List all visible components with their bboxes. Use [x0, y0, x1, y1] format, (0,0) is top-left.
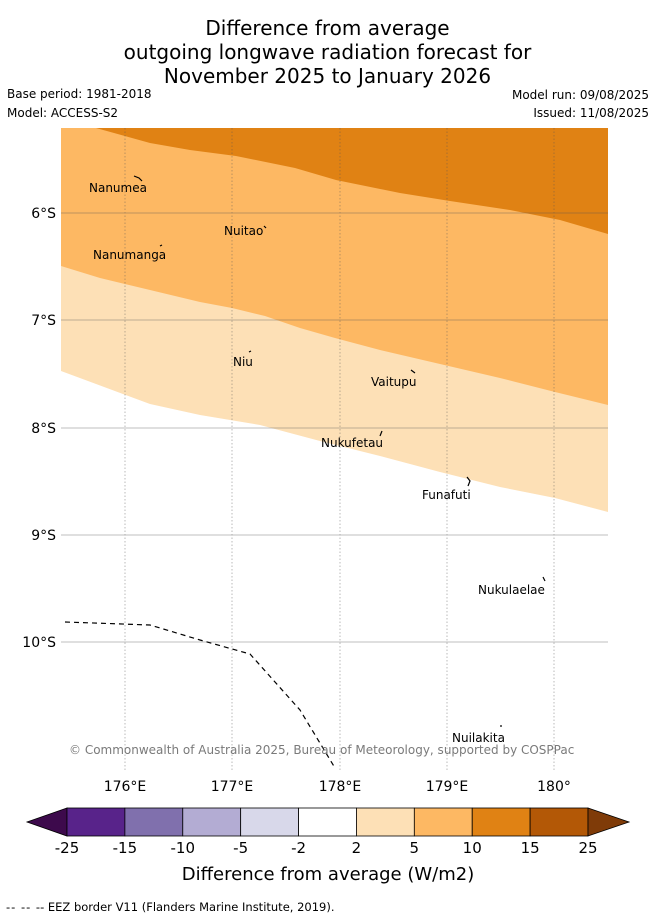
colorbar-swatch	[182, 807, 242, 837]
longitude-tick-labels: 176°E 177°E 178°E 179°E 180°	[104, 779, 571, 795]
colorbar-tick-label: 2	[352, 839, 362, 857]
island-label-nanumea: Nanumea	[89, 181, 147, 195]
island-outlines	[133, 175, 546, 727]
colorbar-tick-label: -2	[291, 839, 306, 857]
map-title: Difference from average outgoing longwav…	[0, 16, 655, 88]
colorbar-swatch	[356, 807, 415, 837]
colorbar-tick-label: 15	[521, 839, 540, 857]
colorbar-swatch	[471, 807, 531, 837]
colorbar-tick-label: 25	[578, 839, 597, 857]
anomaly-band-10-15	[96, 128, 608, 234]
issued-date: Issued: 11/08/2025	[533, 106, 649, 120]
colorbar-swatch	[240, 807, 299, 837]
lon-tick-179e: 179°E	[426, 779, 469, 795]
eez-legend: -- -- -- EEZ border V11 (Flanders Marine…	[6, 900, 335, 914]
model-run: Model run: 09/08/2025	[511, 88, 649, 102]
colorbar-extend-low	[25, 807, 68, 837]
eez-line-sample: -- --	[6, 900, 36, 914]
colorbar-swatch	[413, 807, 473, 837]
title-line-2: outgoing longwave radiation forecast for	[123, 40, 532, 64]
colorbar-tick-label: -5	[233, 839, 248, 857]
colorbar-tick-label: -10	[171, 839, 196, 857]
gridlines	[61, 128, 608, 770]
model-name: Model: ACCESS-S2	[7, 106, 119, 120]
island-label-nanumanga: Nanumanga	[93, 248, 166, 262]
colorbar-tick-label: 5	[410, 839, 420, 857]
eez-legend-text: -- EEZ border V11 (Flanders Marine Insti…	[35, 900, 335, 914]
colorbar-tick-label: -15	[113, 839, 138, 857]
colorbar-tick-label: -25	[55, 839, 80, 857]
colorbar-tick-label: 10	[463, 839, 482, 857]
island-label-nuitao: Nuitao	[224, 224, 263, 238]
island-label-funafuti: Funafuti	[422, 488, 471, 502]
colorbar-swatch	[529, 807, 589, 837]
island-labels: Nanumea Nuitao Nanumanga Niu Vaitupu Nuk…	[89, 181, 545, 745]
lat-tick-6s: 6°S	[31, 206, 56, 222]
colorbar-extend-high	[587, 807, 631, 837]
island-label-niu: Niu	[233, 355, 253, 369]
title-line-3: November 2025 to January 2026	[163, 64, 492, 88]
colorbar-swatch	[124, 807, 184, 837]
lon-tick-178e: 178°E	[319, 779, 362, 795]
lat-tick-7s: 7°S	[31, 313, 56, 329]
island-label-nukufetau: Nukufetau	[321, 436, 383, 450]
base-period: Base period: 1981-2018	[7, 87, 152, 101]
latitude-tick-labels: 6°S 7°S 8°S 9°S 10°S	[22, 206, 56, 651]
lon-tick-180: 180°	[537, 779, 571, 795]
colorbar: -25 -15 -10 -5 -2 2 5 10 15 25	[25, 807, 631, 857]
island-label-nukulaelae: Nukulaelae	[478, 583, 545, 597]
lat-tick-10s: 10°S	[22, 635, 56, 651]
map-panel: Nanumea Nuitao Nanumanga Niu Vaitupu Nuk…	[61, 128, 608, 770]
colorbar-swatch	[298, 807, 357, 837]
copyright-notice: © Commonwealth of Australia 2025, Bureau…	[69, 743, 574, 757]
lat-tick-8s: 8°S	[31, 421, 56, 437]
lon-tick-177e: 177°E	[211, 779, 254, 795]
lon-tick-176e: 176°E	[104, 779, 147, 795]
lat-tick-9s: 9°S	[31, 528, 56, 544]
eez-border-line	[64, 621, 336, 769]
colorbar-swatch	[66, 807, 126, 837]
colorbar-title: Difference from average (W/m2)	[182, 864, 474, 885]
title-line-1: Difference from average	[205, 16, 450, 40]
island-label-vaitupu: Vaitupu	[371, 375, 417, 389]
island-label-nuilakita: Nuilakita	[452, 731, 505, 745]
